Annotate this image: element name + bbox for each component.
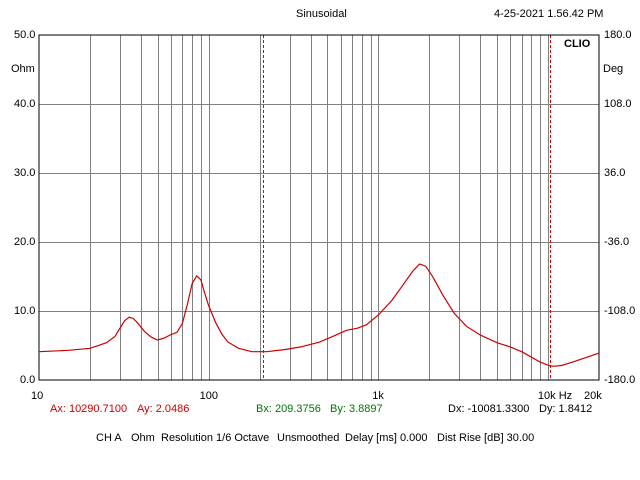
right-axis-unit: Deg [603, 63, 624, 75]
impedance-trace [38, 263, 600, 367]
y2-tick-label: -180.0 [604, 374, 636, 386]
cursor-a-x-readout: Ax: 10290.7100 [50, 403, 128, 415]
plot-frame [38, 34, 600, 381]
y2-tick-label: 36.0 [604, 167, 626, 179]
brand-label: CLIO [564, 38, 591, 50]
left-axis-unit: Ohm [11, 63, 35, 75]
timestamp: 4-25-2021 1.56.42 PM [494, 8, 604, 20]
y2-tick-label: -36.0 [604, 236, 630, 248]
y2-tick-label: -108.0 [604, 305, 636, 317]
cursor-lines [263, 35, 551, 380]
x-tick-label: 20k [584, 390, 602, 402]
y2-tick-label: 180.0 [604, 29, 632, 41]
y-tick-label: 50.0 [14, 29, 36, 41]
footer-resolution: Resolution 1/6 Octave [161, 432, 270, 444]
y-tick-label: 0.0 [20, 374, 36, 386]
cursor-a-y-readout: Ay: 2.0486 [137, 403, 190, 415]
x-tick-label: 100 [199, 390, 218, 402]
cursor-b-x-readout: Bx: 209.3756 [256, 403, 321, 415]
y-tick-label: 20.0 [14, 236, 36, 248]
footer-delay: Delay [ms] 0.000 [345, 432, 428, 444]
footer-smoothing: Unsmoothed [277, 432, 340, 444]
x-tick-label: 1k [372, 390, 384, 402]
footer-dist-rise: Dist Rise [dB] 30.00 [437, 432, 535, 444]
delta-y-readout: Dy: 1.8412 [539, 403, 593, 415]
footer-channel: CH A [96, 432, 122, 444]
y2-tick-label: 108.0 [604, 98, 632, 110]
x-tick-label: 10 [31, 390, 44, 402]
footer-unit: Ohm [131, 432, 155, 444]
y-tick-label: 40.0 [14, 98, 36, 110]
y-tick-label: 10.0 [14, 305, 36, 317]
chart-title: Sinusoidal [296, 8, 347, 20]
x-tick-label: 10k Hz [537, 390, 573, 402]
cursor-b-y-readout: By: 3.8897 [330, 403, 383, 415]
delta-x-readout: Dx: -10081.3300 [448, 403, 530, 415]
y-tick-label: 30.0 [14, 167, 36, 179]
grid-lines [39, 35, 599, 380]
